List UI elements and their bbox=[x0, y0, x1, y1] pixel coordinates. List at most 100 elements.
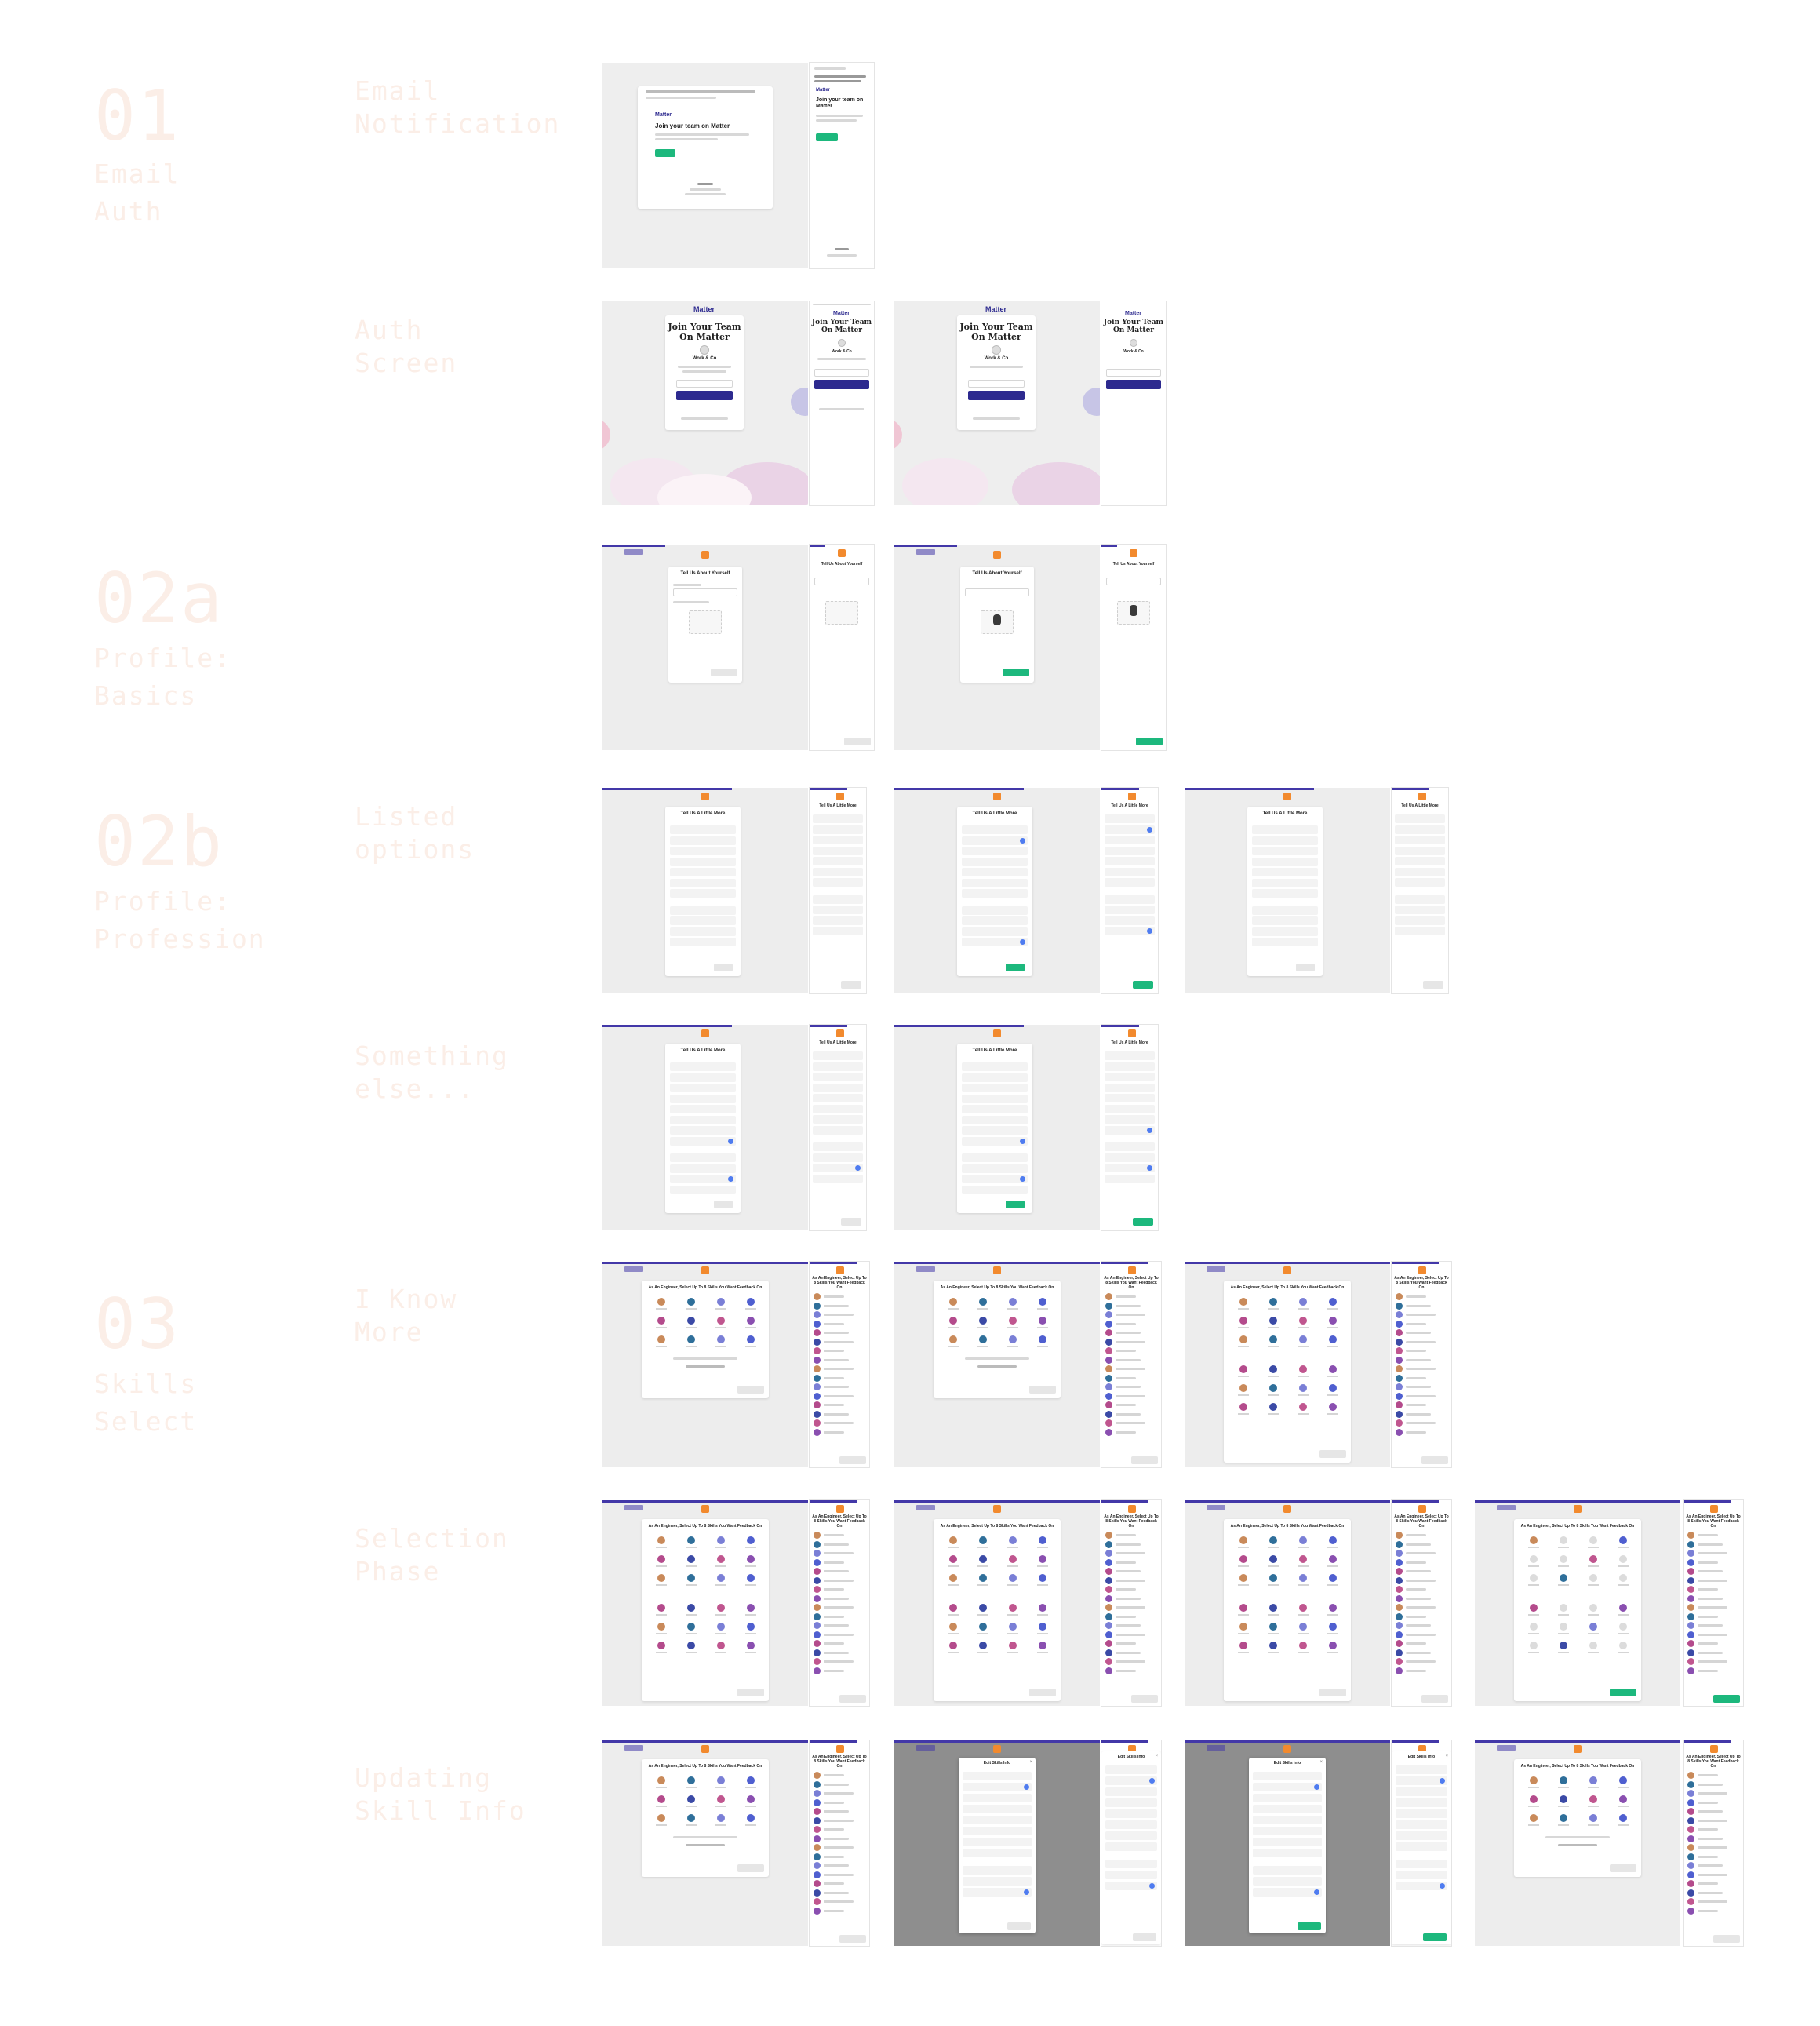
skill-icon[interactable] bbox=[717, 1604, 725, 1612]
skill-icon[interactable] bbox=[1560, 1555, 1567, 1563]
continue-button[interactable] bbox=[1133, 981, 1153, 989]
photo-upload[interactable] bbox=[689, 610, 722, 634]
option-item[interactable] bbox=[813, 1153, 863, 1162]
skill-list-item[interactable] bbox=[1396, 1347, 1447, 1354]
option-item[interactable] bbox=[670, 868, 736, 876]
skill-icon[interactable] bbox=[1589, 1776, 1597, 1784]
skill-icon[interactable] bbox=[1329, 1623, 1337, 1631]
continue-button[interactable] bbox=[714, 1201, 733, 1208]
skill-icon[interactable] bbox=[1329, 1536, 1337, 1544]
skill-icon[interactable] bbox=[1530, 1814, 1538, 1822]
skill-list-item[interactable] bbox=[1105, 1576, 1157, 1584]
skill-list-item[interactable] bbox=[1105, 1558, 1157, 1566]
option-item[interactable] bbox=[1105, 1809, 1157, 1818]
option-item[interactable] bbox=[813, 1051, 863, 1060]
skill-list-item[interactable] bbox=[1396, 1622, 1447, 1629]
option-item[interactable] bbox=[1395, 836, 1445, 844]
option-item[interactable] bbox=[1252, 938, 1318, 946]
skill-list-item[interactable] bbox=[1396, 1667, 1447, 1674]
continue-button[interactable] bbox=[1713, 1695, 1740, 1703]
option-item[interactable] bbox=[963, 1877, 1032, 1886]
option-item[interactable] bbox=[670, 1185, 736, 1194]
skill-list-item[interactable] bbox=[814, 1550, 865, 1557]
skill-icon[interactable] bbox=[687, 1776, 695, 1784]
option-item[interactable] bbox=[813, 1125, 863, 1135]
skill-list-item[interactable] bbox=[1687, 1604, 1739, 1611]
continue-button[interactable] bbox=[711, 669, 737, 676]
skill-list-item[interactable] bbox=[814, 1392, 865, 1400]
option-item[interactable] bbox=[1105, 1860, 1157, 1868]
skill-icon[interactable] bbox=[979, 1555, 987, 1563]
skill-icon[interactable] bbox=[1239, 1536, 1247, 1544]
continue-button[interactable] bbox=[839, 1695, 866, 1703]
skill-list-item[interactable] bbox=[814, 1329, 865, 1336]
skill-list-item[interactable] bbox=[1396, 1311, 1447, 1318]
skill-icon[interactable] bbox=[1039, 1298, 1046, 1306]
skill-icon[interactable] bbox=[979, 1335, 987, 1343]
skill-icon[interactable] bbox=[949, 1536, 957, 1544]
continue-button[interactable] bbox=[1610, 1864, 1636, 1872]
skill-icon[interactable] bbox=[687, 1298, 695, 1306]
email-field[interactable] bbox=[814, 369, 869, 377]
skill-list-item[interactable] bbox=[1396, 1568, 1447, 1575]
option-item[interactable] bbox=[1395, 825, 1445, 834]
option-item[interactable] bbox=[813, 836, 863, 844]
skill-list-item[interactable] bbox=[814, 1320, 865, 1328]
skill-icon[interactable] bbox=[1269, 1574, 1277, 1582]
skill-list-item[interactable] bbox=[1105, 1594, 1157, 1602]
skill-icon[interactable] bbox=[1009, 1604, 1017, 1612]
skill-list-item[interactable] bbox=[1396, 1356, 1447, 1364]
skill-icon[interactable] bbox=[1239, 1384, 1247, 1392]
skill-list-item[interactable] bbox=[814, 1311, 865, 1318]
option-item[interactable] bbox=[1253, 1888, 1322, 1897]
option-item[interactable] bbox=[1396, 1798, 1447, 1807]
skill-list-item[interactable] bbox=[1687, 1540, 1739, 1548]
option-item[interactable] bbox=[1105, 846, 1155, 855]
option-item[interactable] bbox=[670, 1062, 736, 1071]
skill-list-item[interactable] bbox=[814, 1293, 865, 1300]
option-item[interactable] bbox=[1105, 1842, 1157, 1851]
option-item[interactable] bbox=[813, 1062, 863, 1071]
option-item[interactable] bbox=[1396, 1842, 1447, 1851]
option-item[interactable] bbox=[962, 1175, 1028, 1183]
option-item[interactable] bbox=[813, 1083, 863, 1092]
skill-icon[interactable] bbox=[979, 1574, 987, 1582]
option-item[interactable] bbox=[1105, 1871, 1157, 1879]
skill-icon[interactable] bbox=[979, 1536, 987, 1544]
close-icon[interactable]: × bbox=[1029, 1760, 1032, 1765]
skill-list-item[interactable] bbox=[1105, 1550, 1157, 1557]
option-item[interactable] bbox=[962, 1185, 1028, 1194]
option-item[interactable] bbox=[962, 1094, 1028, 1103]
option-item[interactable] bbox=[813, 857, 863, 865]
skill-list-item[interactable] bbox=[1105, 1401, 1157, 1408]
continue-button[interactable] bbox=[1320, 1689, 1346, 1696]
skill-icon[interactable] bbox=[1239, 1604, 1247, 1612]
skill-icon[interactable] bbox=[1299, 1317, 1307, 1325]
option-item[interactable] bbox=[1105, 1062, 1155, 1071]
skill-icon[interactable] bbox=[1530, 1642, 1538, 1649]
skill-list-item[interactable] bbox=[1396, 1320, 1447, 1328]
continue-button[interactable] bbox=[1006, 964, 1025, 971]
skill-icon[interactable] bbox=[687, 1623, 695, 1631]
skill-list-item[interactable] bbox=[1687, 1594, 1739, 1602]
skill-icon[interactable] bbox=[1039, 1555, 1046, 1563]
skill-list-item[interactable] bbox=[1687, 1649, 1739, 1656]
skill-icon[interactable] bbox=[1299, 1335, 1307, 1343]
skill-list-item[interactable] bbox=[1396, 1419, 1447, 1427]
option-item[interactable] bbox=[963, 1888, 1032, 1897]
skill-list-item[interactable] bbox=[1105, 1612, 1157, 1620]
option-item[interactable] bbox=[1105, 1882, 1157, 1890]
skill-icon[interactable] bbox=[717, 1574, 725, 1582]
option-item[interactable] bbox=[813, 916, 863, 925]
option-item[interactable] bbox=[670, 825, 736, 834]
skill-list-item[interactable] bbox=[814, 1568, 865, 1575]
option-item[interactable] bbox=[670, 1175, 736, 1183]
email-field[interactable] bbox=[968, 380, 1025, 388]
option-item[interactable] bbox=[670, 1136, 736, 1146]
skill-list-item[interactable] bbox=[1687, 1880, 1739, 1887]
skill-icon[interactable] bbox=[1009, 1574, 1017, 1582]
option-item[interactable] bbox=[1396, 1820, 1447, 1829]
name-field[interactable] bbox=[965, 588, 1029, 596]
skill-icon[interactable] bbox=[1329, 1642, 1337, 1649]
option-item[interactable] bbox=[962, 1136, 1028, 1146]
